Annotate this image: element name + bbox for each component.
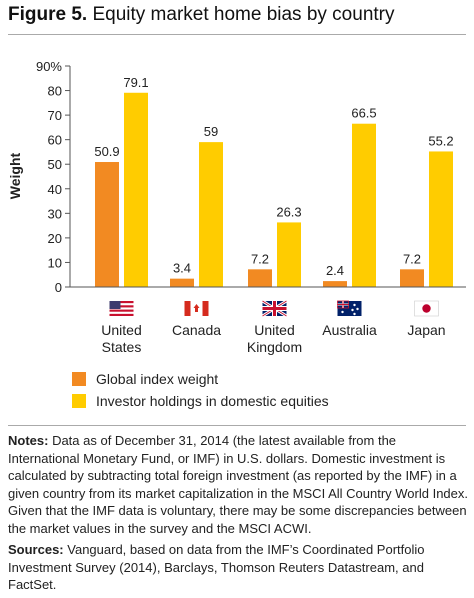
bar xyxy=(95,162,119,287)
bar xyxy=(170,278,194,287)
y-tick-label: 90% xyxy=(36,59,62,74)
x-tick-label: United xyxy=(101,322,141,338)
bar xyxy=(124,92,148,287)
data-label: 26.3 xyxy=(276,204,301,219)
chart-legend: Global index weight Investor holdings in… xyxy=(72,368,329,412)
y-tick-label: 0 xyxy=(55,280,62,295)
bar xyxy=(323,281,347,287)
y-tick-label: 30 xyxy=(48,206,62,221)
bar-chart: Weight 0 10 20 30 40 50 60 70 80 90% 50.9 79.1 3.4 59 7… xyxy=(7,59,466,355)
notes-section: Notes: Data as of December 31, 2014 (the… xyxy=(8,432,468,598)
legend-swatch-yellow xyxy=(72,394,86,408)
figure-title: Figure 5. Equity market home bias by cou… xyxy=(8,4,395,26)
notes-divider xyxy=(8,425,466,426)
legend-swatch-orange xyxy=(72,372,86,386)
y-tick-label: 20 xyxy=(48,231,62,246)
us-flag-icon xyxy=(109,301,134,316)
x-tick-label: States xyxy=(102,339,142,355)
x-tick-label: Japan xyxy=(407,322,445,338)
x-tick-label: Kingdom xyxy=(247,339,302,355)
y-tick-label: 70 xyxy=(48,108,62,123)
bar xyxy=(199,142,223,287)
sources-text: Vanguard, based on data from the IMF’s C… xyxy=(8,542,425,592)
data-label: 7.2 xyxy=(251,251,269,266)
data-label: 79.1 xyxy=(123,75,148,90)
y-tick-label: 10 xyxy=(48,255,62,270)
legend-item-investor-holdings: Investor holdings in domestic equities xyxy=(72,390,329,412)
y-tick-label: 40 xyxy=(48,182,62,197)
bar xyxy=(248,269,272,287)
y-tick-label: 80 xyxy=(48,84,62,99)
notes-label: Notes: xyxy=(8,433,49,448)
legend-label-global-index: Global index weight xyxy=(96,371,219,387)
australia-flag-icon xyxy=(337,300,362,316)
y-tick-label: 50 xyxy=(48,157,62,172)
title-divider xyxy=(8,34,466,35)
notes-paragraph: Notes: Data as of December 31, 2014 (the… xyxy=(8,432,468,537)
figure-label: Figure 5. xyxy=(8,4,88,25)
x-tick-label: United xyxy=(254,322,294,338)
sources-label: Sources: xyxy=(8,542,64,557)
y-tick-label: 60 xyxy=(48,133,62,148)
data-label: 55.2 xyxy=(428,133,453,148)
data-label: 59 xyxy=(204,124,218,139)
data-label: 7.2 xyxy=(403,251,421,266)
data-label: 2.4 xyxy=(326,263,344,278)
y-axis-label: Weight xyxy=(7,152,23,199)
bar xyxy=(429,151,453,287)
bar xyxy=(400,269,424,287)
legend-label-investor-holdings: Investor holdings in domestic equities xyxy=(96,393,329,409)
notes-text: Data as of December 31, 2014 (the latest… xyxy=(8,433,469,536)
sources-paragraph: Sources: Vanguard, based on data from th… xyxy=(8,541,468,594)
data-label: 66.5 xyxy=(351,106,376,121)
data-label: 3.4 xyxy=(173,261,191,276)
canada-flag-icon xyxy=(184,301,209,316)
data-label: 50.9 xyxy=(94,144,119,159)
bar xyxy=(352,123,376,287)
figure-title-text: Equity market home bias by country xyxy=(92,4,395,25)
bar xyxy=(277,222,301,287)
uk-flag-icon xyxy=(261,299,288,318)
japan-flag-icon xyxy=(414,300,439,317)
x-tick-label: Australia xyxy=(322,322,377,338)
legend-item-global-index: Global index weight xyxy=(72,368,329,390)
x-tick-label: Canada xyxy=(172,322,221,338)
